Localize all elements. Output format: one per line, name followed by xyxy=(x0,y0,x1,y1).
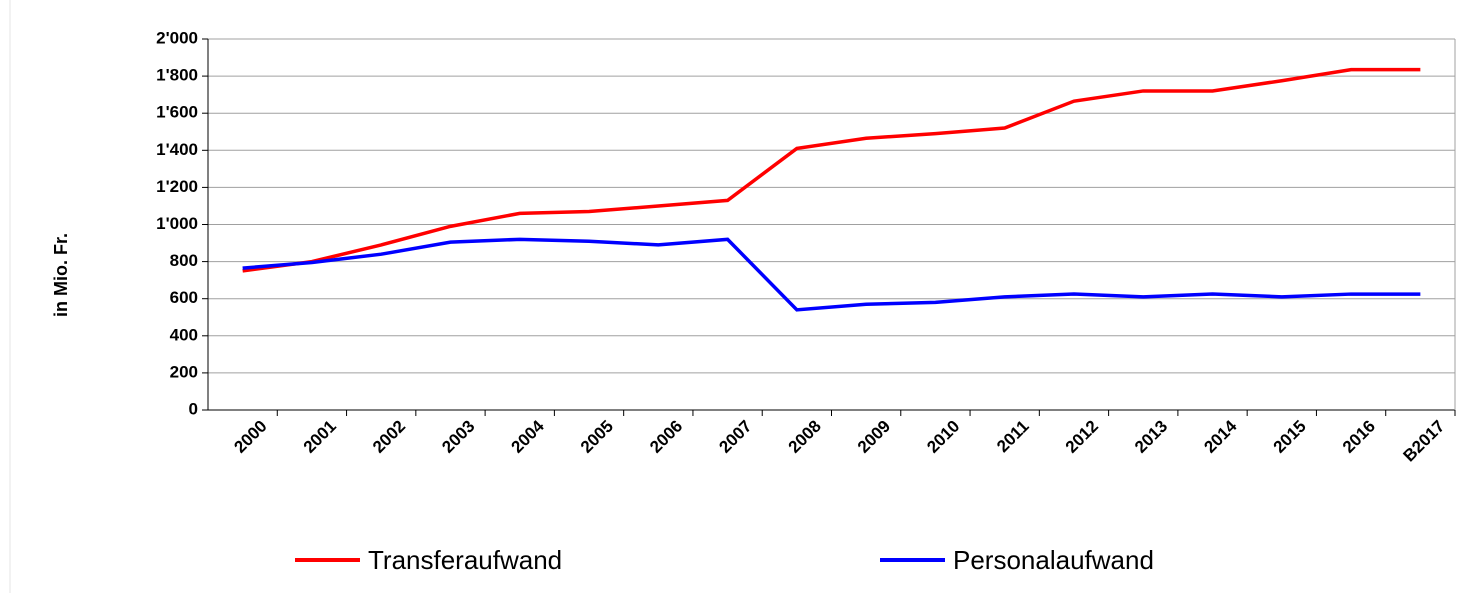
x-tick-label: B2017 xyxy=(1399,417,1448,466)
y-tick-label: 1'000 xyxy=(156,214,198,233)
y-tick-label: 200 xyxy=(170,362,198,381)
x-tick-label: 2009 xyxy=(854,417,894,457)
x-tick-label: 2015 xyxy=(1270,417,1310,457)
x-tick-label: 2014 xyxy=(1200,416,1241,457)
x-tick-label: 2002 xyxy=(369,417,409,457)
x-tick-label: 2011 xyxy=(993,417,1033,457)
series-line xyxy=(242,237,1421,312)
x-tick-label: 2003 xyxy=(438,417,478,457)
y-tick-label: 400 xyxy=(170,325,198,344)
x-tick-label: 2006 xyxy=(646,417,686,457)
y-tick-label: 1'400 xyxy=(156,140,198,159)
x-tick-label: 2012 xyxy=(1062,417,1102,457)
y-tick-label: 0 xyxy=(189,399,198,418)
x-tick-label: 2001 xyxy=(300,417,340,457)
y-tick-label: 800 xyxy=(170,251,198,270)
y-tick-label: 2'000 xyxy=(156,28,198,47)
series-line xyxy=(242,67,1421,273)
legend-label: Transferaufwand xyxy=(368,545,562,575)
x-tick-label: 2008 xyxy=(785,417,825,457)
y-tick-label: 1'600 xyxy=(156,103,198,122)
x-tick-label: 2004 xyxy=(508,416,549,457)
x-tick-label: 2007 xyxy=(715,417,755,457)
x-tick-label: 2013 xyxy=(1131,417,1171,457)
y-tick-label: 1'800 xyxy=(156,66,198,85)
y-tick-label: 1'200 xyxy=(156,177,198,196)
x-tick-label: 2005 xyxy=(577,417,617,457)
y-axis-label: in Mio. Fr. xyxy=(51,233,71,317)
x-tick-label: 2010 xyxy=(923,417,963,457)
x-tick-label: 2016 xyxy=(1339,417,1379,457)
y-tick-label: 600 xyxy=(170,288,198,307)
x-tick-label: 2000 xyxy=(230,417,270,457)
legend-label: Personalaufwand xyxy=(953,545,1154,575)
